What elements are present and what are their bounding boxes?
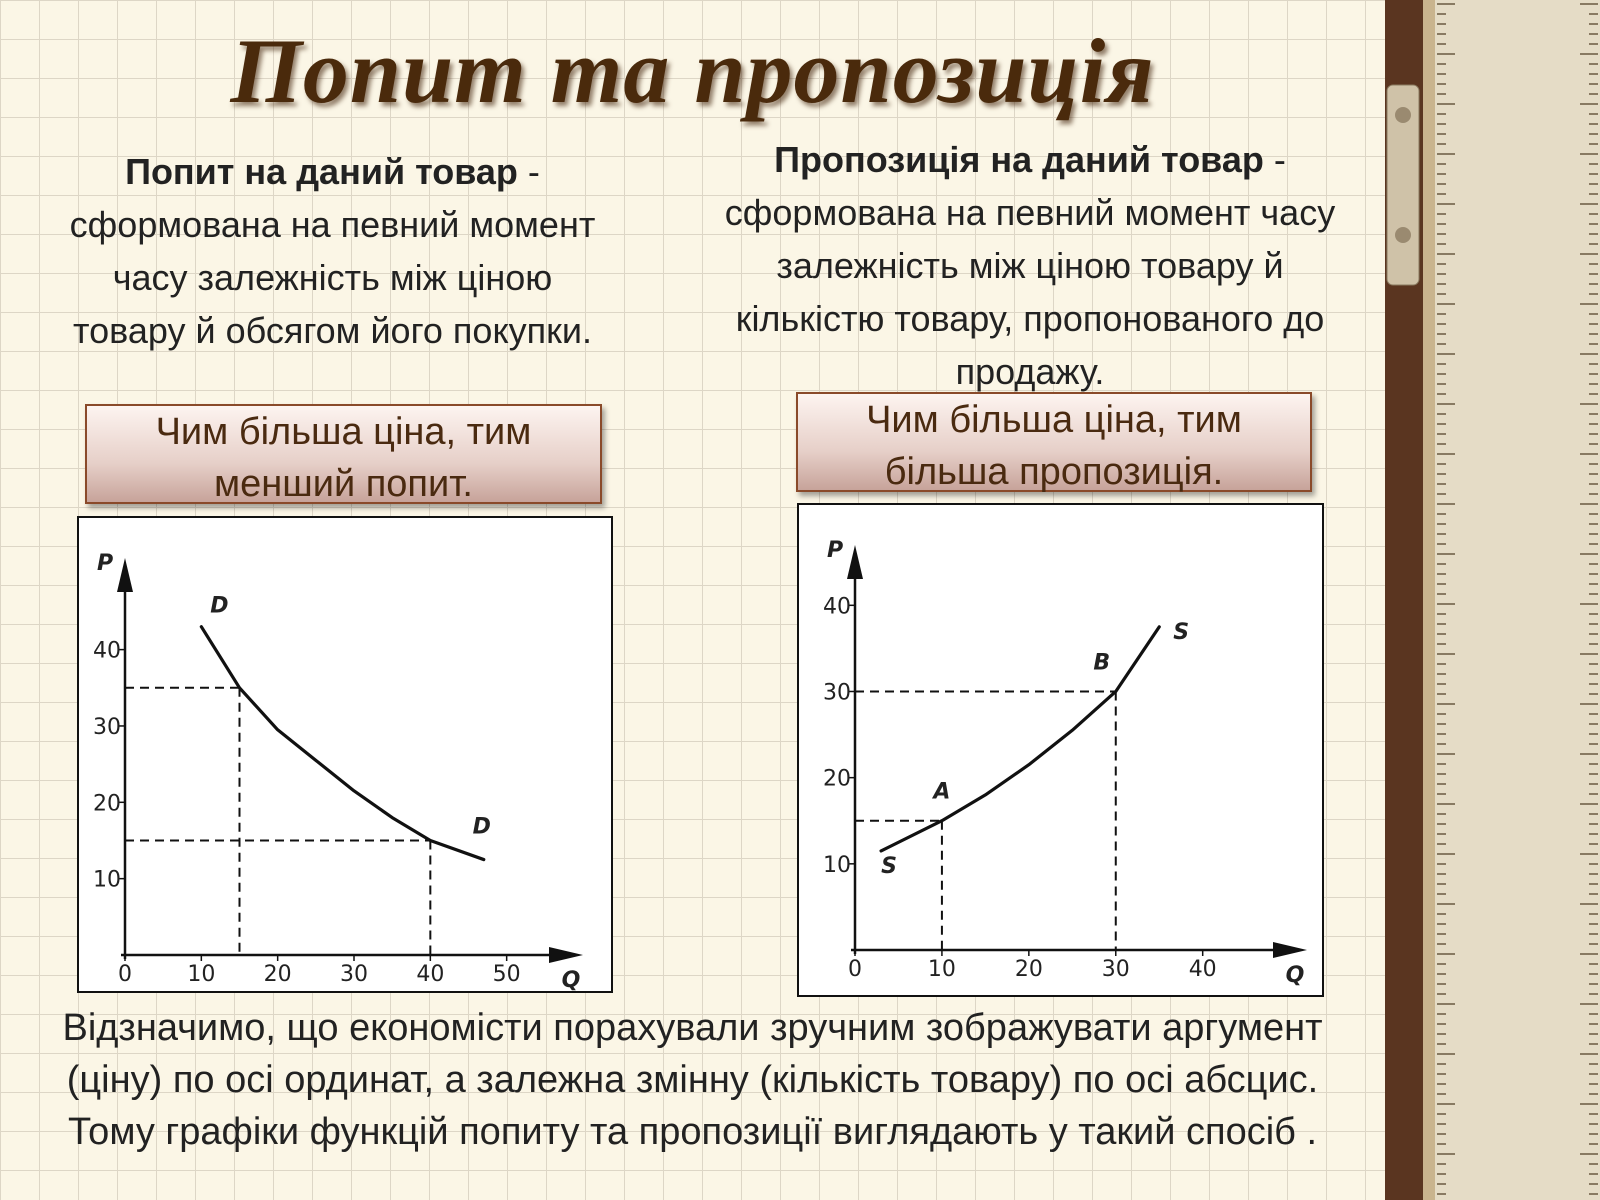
x-tick-label: 30 (340, 962, 368, 987)
definition: Пропозиція на даний товар - сформована на… (680, 133, 1380, 398)
curve (199, 625, 486, 862)
x-axis-label: Q (1286, 963, 1305, 988)
ruler-decoration (1385, 0, 1600, 1200)
x-tick-label: 40 (416, 962, 444, 987)
x-tick-label: 20 (264, 962, 292, 987)
y-tick-label: 30 (823, 680, 851, 705)
x-tick-label: 40 (1189, 957, 1217, 982)
definition-line: товару й обсягом його покупки. (73, 310, 592, 351)
chart: Q P 0 10 20 30 40 10 20 30 40 A B S S (823, 538, 1307, 988)
curve-label: D (210, 594, 228, 619)
x-tick-label: 30 (1102, 957, 1130, 982)
x-tick-label: 50 (493, 962, 521, 987)
slide-title: Попит та пропозиція (230, 20, 1155, 122)
chart: Q P 0 10 20 30 40 50 10 20 30 40 D D (93, 551, 583, 991)
definition: Попит на даний товар - сформована на певн… (10, 145, 655, 357)
point-label: A (931, 780, 950, 805)
callout-line: менший попит. (213, 463, 473, 505)
x-axis-label: Q (562, 968, 581, 991)
definition-line: сформована на певний момент часу (724, 192, 1336, 233)
x-tick-label: 10 (928, 957, 956, 982)
y-tick-label: 40 (823, 594, 851, 619)
y-tick-label: 30 (93, 715, 121, 740)
definition-line: часу залежність між ціною (112, 257, 553, 298)
curve-label: S (881, 854, 897, 879)
x-tick-label: 0 (118, 962, 132, 987)
y-tick-label: 20 (93, 791, 121, 816)
chart-frame: Q P 0 10 20 30 40 50 10 20 30 40 D D (77, 516, 613, 993)
footer-text: Відзначимо, що економісти порахували зру… (0, 1002, 1385, 1158)
y-axis-arrow (117, 558, 133, 592)
y-tick-label: 40 (93, 639, 121, 664)
callout: Чим більша ціна, тим більша пропозиція. (796, 392, 1312, 493)
curve-label: S (1173, 620, 1189, 645)
x-tick-label: 20 (1015, 957, 1043, 982)
definition-line: сформована на певний момент (69, 204, 596, 245)
definition-line: Пропозиція на даний товар - (680, 133, 1380, 186)
point-label: B (1093, 650, 1110, 675)
y-tick-label: 10 (823, 853, 851, 878)
y-tick-label: 10 (93, 868, 121, 893)
definition-term: Пропозиція на даний товар (774, 139, 1264, 180)
y-axis-label: P (827, 538, 843, 563)
x-axis-arrow (549, 947, 583, 963)
y-axis-arrow (847, 545, 863, 579)
footer-line: Тому графіки функцій попиту та пропозиці… (67, 1111, 1318, 1153)
definition-line: продажу. (955, 351, 1105, 392)
callout-line: Чим більша ціна, тим (866, 399, 1242, 441)
footer-line: Відзначимо, що економісти порахували зру… (62, 1007, 1323, 1049)
footer-line: (ціну) по осі ординат, а залежна змінну … (66, 1059, 1319, 1101)
definition-dash: - (1273, 139, 1286, 180)
callout: Чим більша ціна, тим менший попит. (85, 404, 602, 505)
y-axis-label: P (97, 551, 113, 576)
x-tick-label: 10 (187, 962, 215, 987)
definition-term: Попит на даний товар (125, 151, 518, 192)
x-tick-label: 0 (848, 957, 862, 982)
curve (879, 625, 1161, 853)
definition-dash: - (527, 151, 540, 192)
callout-line: Чим більша ціна, тим (155, 411, 532, 453)
curve-label: D (473, 815, 491, 840)
callout-line: більша пропозиція. (884, 451, 1224, 493)
definition-line: залежність між ціною товару й (776, 245, 1284, 286)
x-axis-arrow (1273, 942, 1307, 958)
definition-line: кількістю товару, пропонованого до (735, 298, 1325, 339)
definition-line: Попит на даний товар - (10, 145, 655, 198)
y-tick-label: 20 (823, 767, 851, 792)
chart-frame: Q P 0 10 20 30 40 10 20 30 40 A B S S (797, 503, 1324, 997)
